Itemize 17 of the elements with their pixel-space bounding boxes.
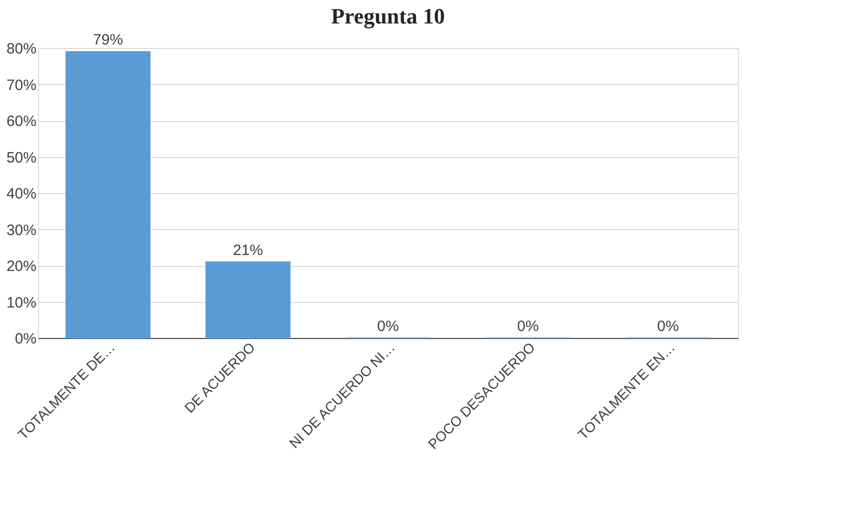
y-tick-label: 30%	[6, 222, 36, 239]
y-tick-label: 60%	[6, 113, 36, 130]
y-tick-label: 20%	[6, 258, 36, 275]
bar	[206, 261, 290, 338]
y-tick-label: 70%	[6, 76, 36, 94]
y-tick-label: 40%	[6, 186, 36, 202]
bar	[66, 51, 150, 338]
y-tick-label: 80%	[6, 40, 36, 58]
y-tick-label: 10%	[6, 294, 36, 312]
chart-title: Pregunta 10	[331, 4, 445, 29]
y-tick-label: 50%	[6, 149, 36, 166]
y-tick-label: 0%	[14, 330, 36, 348]
data-label: 21%	[232, 242, 264, 259]
data-label: 0%	[377, 318, 399, 335]
data-label: 0%	[517, 318, 539, 335]
data-label: 79%	[92, 32, 124, 49]
data-label: 0%	[657, 318, 679, 335]
